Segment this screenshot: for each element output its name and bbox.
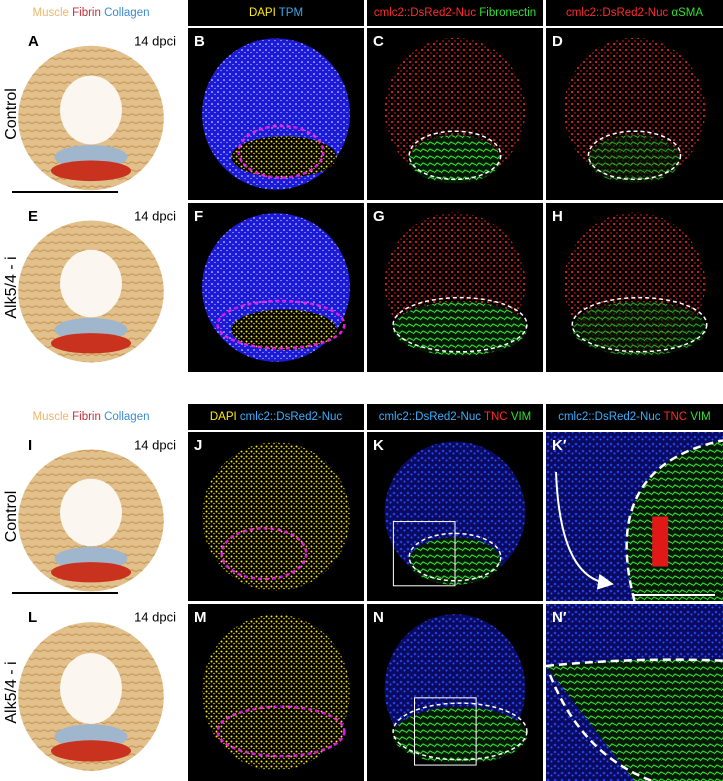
channel-name: DAPI (210, 411, 237, 423)
channel-name: TPM (279, 7, 303, 19)
wound-outline (545, 658, 723, 781)
channel-header: Muscle Fibrin Collagen (32, 7, 149, 19)
panel-note: 14 dpci (134, 437, 176, 452)
green-signal (393, 301, 527, 356)
arrow (555, 471, 614, 590)
channel-name: cmlc2::DsRed2-Nuc (240, 411, 342, 423)
channel-header: DAPI cmlc2::DsRed2-Nuc (210, 411, 343, 423)
panel-letter: C (373, 33, 384, 50)
header-bg (367, 404, 543, 430)
wound-outline (237, 124, 325, 179)
green-signal (588, 135, 681, 184)
lumen (60, 75, 122, 145)
panel-letter: B (194, 33, 205, 50)
channel-name: Fibronectin (479, 7, 536, 19)
panel-letter: F (194, 208, 203, 225)
channel-name: cmlc2::DsRed2-Nuc (374, 7, 476, 19)
vimentin (546, 659, 723, 781)
panel-letter: K′ (552, 437, 567, 454)
panel-letter: L (28, 609, 37, 626)
channel-header: cmlc2::DsRed2-Nuc TNC VIM (379, 411, 532, 423)
wound-outline (571, 296, 708, 353)
yellow-cluster (231, 136, 337, 178)
channel-name: Collagen (104, 7, 149, 19)
channel-name: VIM (690, 411, 710, 423)
panel-letter: J (194, 437, 202, 454)
header-bg (367, 0, 543, 26)
panel-letter: H (552, 208, 563, 225)
lumen (60, 249, 122, 318)
header-bg (546, 0, 723, 26)
channel-name: Fibrin (72, 7, 101, 19)
channel-name: αSMA (671, 7, 703, 19)
channel-name: TNC (663, 411, 687, 423)
header-bg (546, 404, 723, 430)
fibrin (50, 562, 132, 583)
tnc (652, 516, 669, 567)
channel-name: DAPI (249, 7, 276, 19)
row-label: Alk5/4 - i (3, 661, 20, 723)
header-bg (0, 404, 182, 430)
wound-outline (408, 532, 502, 582)
inset-box (392, 521, 456, 587)
channel-name: Collagen (104, 411, 149, 423)
wound-outline (587, 130, 682, 181)
panel-letter: D (552, 33, 563, 50)
channel-name: cmlc2::DsRed2-Nuc (558, 411, 660, 423)
panel-letter: E (28, 208, 38, 225)
lumen (60, 478, 122, 547)
inset-box (414, 697, 477, 766)
header-bg (188, 0, 364, 26)
fibrin (50, 740, 132, 762)
header-bg (0, 0, 182, 26)
panel-letter: N′ (552, 609, 567, 626)
wound-outline (220, 527, 308, 581)
wound-outline (408, 130, 502, 181)
wound-outline (216, 705, 346, 758)
channel-header: Muscle Fibrin Collagen (32, 411, 149, 423)
row-label: Control (3, 88, 20, 140)
panel-letter: A (28, 33, 39, 50)
channel-header: DAPI TPM (249, 7, 303, 19)
panel-letter: M (194, 609, 207, 626)
panel-letter: G (373, 208, 385, 225)
panel-note: 14 dpci (134, 33, 176, 48)
wound-outline (625, 439, 723, 602)
green-signal (572, 301, 707, 356)
vimentin (626, 440, 723, 601)
panel-letter: K (373, 437, 384, 454)
channel-name: VIM (511, 411, 531, 423)
channel-name: cmlc2::DsRed2-Nuc (566, 7, 668, 19)
channel-name: TNC (484, 411, 508, 423)
channel-header: cmlc2::DsRed2-Nuc Fibronectin (374, 7, 536, 19)
yellow-cluster (231, 309, 337, 351)
header-bg (188, 404, 364, 430)
channel-name: Muscle (32, 7, 68, 19)
wound-outline (392, 296, 528, 353)
channel-header: cmlc2::DsRed2-Nuc αSMA (566, 7, 703, 19)
panel-note: 14 dpci (134, 208, 176, 223)
channel-name: Fibrin (72, 411, 101, 423)
channel-header: cmlc2::DsRed2-Nuc TNC VIM (558, 411, 711, 423)
wound-outline (216, 299, 346, 350)
fibrin (50, 333, 132, 354)
wound-outline (392, 702, 528, 761)
row-label: Control (3, 491, 20, 543)
lumen (60, 653, 122, 724)
panel-note: 14 dpci (134, 609, 176, 624)
channel-name: cmlc2::DsRed2-Nuc (379, 411, 481, 423)
fibrin (50, 160, 132, 182)
panel-letter: I (28, 437, 32, 454)
channel-name: Muscle (32, 411, 68, 423)
green-signal (409, 135, 501, 184)
panel-letter: N (373, 609, 384, 626)
green-signal (393, 707, 527, 764)
row-label: Alk5/4 - i (3, 256, 20, 318)
